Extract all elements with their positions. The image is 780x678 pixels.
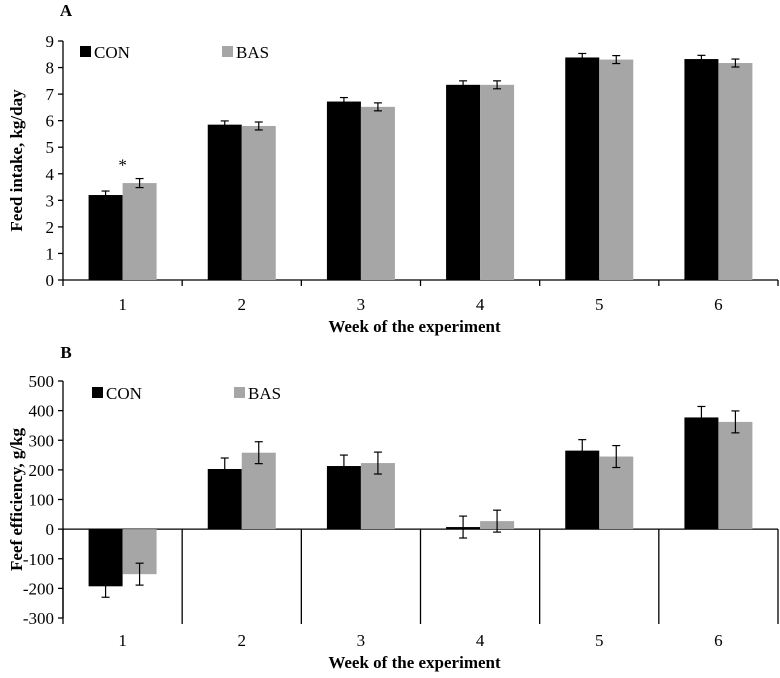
legend-con: CON: [92, 384, 142, 403]
error-bar: [339, 96, 348, 107]
x-tick-label: 2: [238, 295, 247, 314]
x-tick-label: 3: [357, 295, 366, 314]
error-bar: [731, 58, 740, 68]
y-tick-label: 2: [46, 218, 55, 237]
panel-b: B -300 -200 -100 0 100 200 300 400 500 1 2 3 4 5 6 CON BA…: [7, 343, 779, 672]
y-tick-label: 300: [29, 431, 55, 450]
panel-letter: A: [60, 1, 73, 20]
legend-bas: BAS: [234, 384, 281, 403]
y-tick-label: 0: [46, 520, 55, 539]
x-axis-title: Week of the experiment: [328, 653, 501, 672]
error-bar: [101, 574, 110, 598]
error-bar: [339, 454, 348, 478]
x-tick-label: 6: [714, 295, 723, 314]
y-tick-label: 4: [46, 165, 55, 184]
error-bar: [612, 55, 621, 65]
y-tick-label: 9: [46, 32, 55, 51]
error-bar: [220, 120, 229, 129]
error-bar: [373, 451, 382, 475]
legend-swatch: [92, 387, 103, 398]
error-bar: [373, 102, 382, 112]
legend-label: CON: [94, 43, 130, 62]
bar-bas-week-2: [241, 125, 276, 280]
x-tick-label: 4: [476, 631, 485, 650]
bar-con-week-6: [684, 59, 719, 281]
error-bar: [731, 410, 740, 434]
bar-bas-week-3: [360, 106, 395, 280]
y-tick-label: 400: [29, 402, 55, 421]
error-bar: [254, 441, 263, 465]
legend-swatch: [80, 46, 91, 57]
legend-swatch: [222, 46, 233, 57]
bar-bas-week-6: [718, 63, 753, 281]
error-bar: [459, 515, 468, 539]
error-bar: [612, 444, 621, 469]
x-tick-label: 5: [595, 631, 604, 650]
y-tick-label: 200: [29, 461, 55, 480]
legend-label: CON: [106, 384, 142, 403]
error-bar: [254, 121, 263, 131]
y-tick-label: 0: [46, 271, 55, 290]
bar-con-week-2: [207, 124, 242, 281]
x-axis-title: Week of the experiment: [328, 317, 501, 336]
y-tick-label: -200: [23, 579, 54, 598]
y-tick-label: 6: [46, 112, 55, 131]
bar-con-week-5: [565, 57, 600, 280]
error-bar: [697, 405, 706, 429]
legend-label: BAS: [248, 384, 281, 403]
bar-bas-week-4: [480, 84, 515, 280]
bar-bas-week-1: [122, 183, 157, 280]
x-tick-label: 1: [118, 631, 127, 650]
y-tick-label: 100: [29, 491, 55, 510]
y-tick-label: 7: [46, 85, 55, 104]
error-bar: [459, 80, 468, 90]
panel-letter: B: [60, 343, 71, 362]
error-bar: [493, 80, 502, 90]
error-bar: [220, 457, 229, 481]
x-tick-label: 1: [118, 295, 127, 314]
bar-con-week-1: [88, 195, 123, 280]
y-axis-title: Feed intake, kg/day: [7, 89, 26, 232]
error-bar: [135, 177, 144, 189]
y-tick-label: 1: [46, 244, 55, 263]
x-tick-label: 5: [595, 295, 604, 314]
bar-con-week-3: [326, 101, 361, 281]
y-tick-label: 3: [46, 191, 55, 210]
y-axis-title: Feef efficiency, g/kg: [7, 427, 26, 571]
legend-con: CON: [80, 43, 130, 62]
error-bar: [697, 54, 706, 64]
y-tick-label: 5: [46, 138, 55, 157]
bar-bas-week-5: [599, 59, 634, 280]
significance-marker: *: [118, 156, 127, 175]
legend-swatch: [234, 387, 245, 398]
y-tick-label: -100: [23, 550, 54, 569]
x-tick-label: 6: [714, 631, 723, 650]
x-tick-label: 3: [357, 631, 366, 650]
error-bar: [135, 562, 144, 586]
bar-con-week-5: [565, 450, 600, 530]
bar-con-week-4: [446, 84, 481, 280]
error-bar: [101, 190, 110, 200]
x-tick-label: 4: [476, 295, 485, 314]
bar-bas-week-5: [599, 456, 634, 530]
bar-bas-week-6: [718, 421, 753, 530]
error-bar: [578, 52, 587, 63]
x-tick-label: 2: [238, 631, 247, 650]
panel-a: A 0 1 2 3 4 5 6 7 8 9 1 2 3 4 5 6 * CON BAS Week of the expe…: [7, 1, 779, 336]
y-tick-label: 8: [46, 59, 55, 78]
legend-label: BAS: [236, 43, 269, 62]
legend-bas: BAS: [222, 43, 269, 62]
error-bar: [578, 439, 587, 463]
y-tick-label: -300: [23, 609, 54, 628]
y-tick-label: 500: [29, 372, 55, 391]
error-bar: [493, 509, 502, 533]
bar-con-week-6: [684, 417, 719, 530]
bar-bas-week-2: [241, 452, 276, 530]
